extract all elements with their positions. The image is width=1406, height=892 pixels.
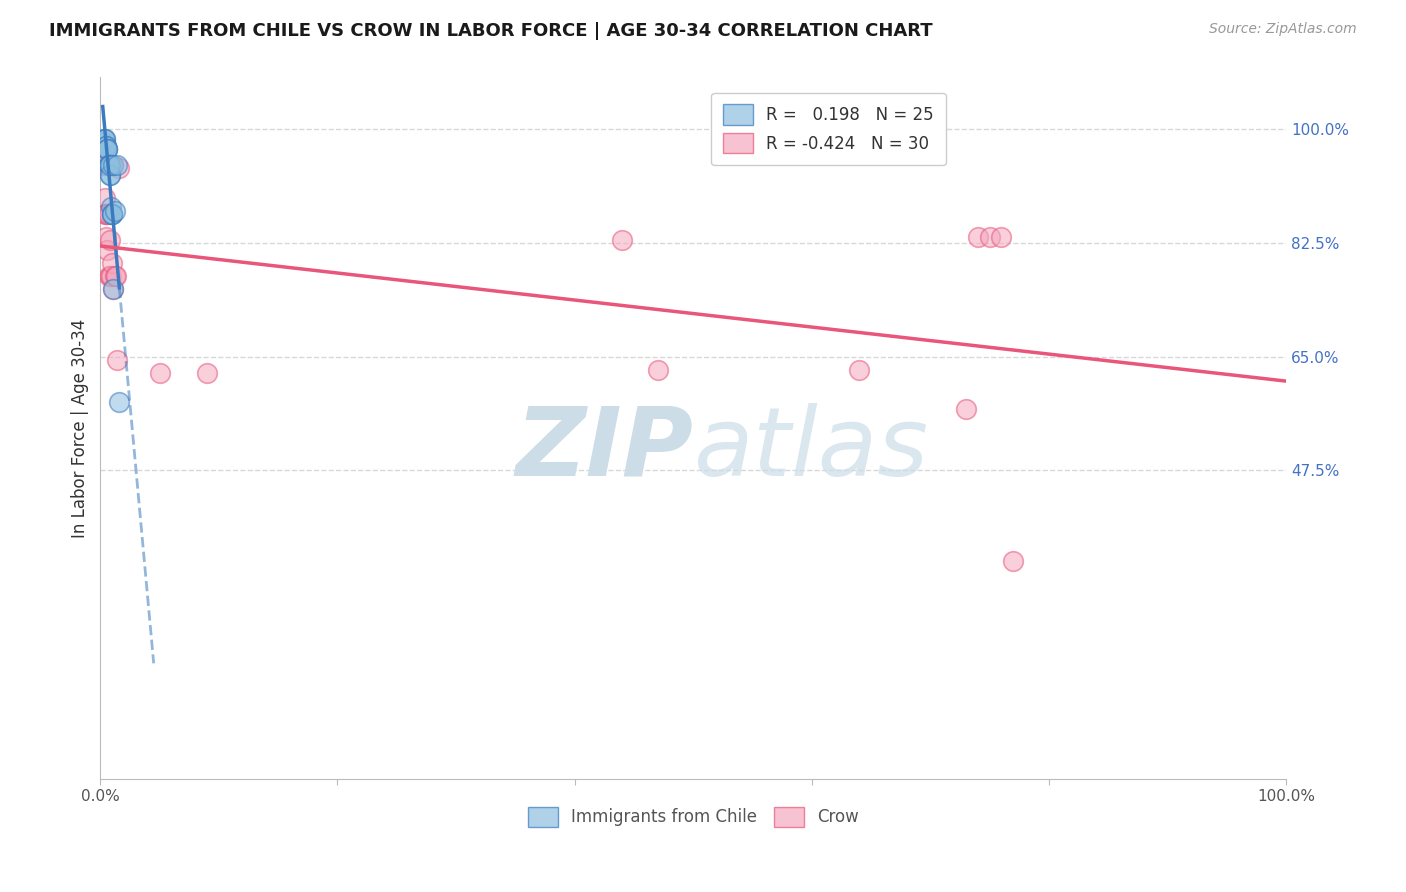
Point (103, 281, 125, 295)
Point (96, 142, 118, 156)
Point (96, 229, 118, 244)
Point (91, 158, 114, 172)
Point (91, 136, 114, 150)
Point (98, 268, 121, 283)
Text: ZIP: ZIP (515, 402, 693, 496)
Legend: Immigrants from Chile, Crow: Immigrants from Chile, Crow (522, 800, 865, 834)
Point (105, 158, 128, 172)
Point (100, 158, 122, 172)
Point (96, 138, 118, 153)
Point (93, 158, 115, 172)
Point (97, 158, 120, 172)
Point (103, 158, 125, 172)
Point (101, 255, 124, 269)
Point (101, 207, 124, 221)
Point (97, 158, 120, 172)
Point (98, 168, 121, 182)
Point (98, 158, 121, 172)
Point (195, 366, 218, 380)
Point (979, 229, 1001, 244)
Point (94, 132, 117, 146)
Point (98, 233, 121, 247)
Point (103, 268, 125, 283)
Text: Source: ZipAtlas.com: Source: ZipAtlas.com (1209, 22, 1357, 37)
Text: IMMIGRANTS FROM CHILE VS CROW IN LABOR FORCE | AGE 30-34 CORRELATION CHART: IMMIGRANTS FROM CHILE VS CROW IN LABOR F… (49, 22, 932, 40)
Point (990, 229, 1012, 244)
Point (955, 401, 977, 416)
Point (103, 281, 125, 295)
Point (848, 362, 870, 376)
Point (96, 207, 118, 221)
Text: atlas: atlas (693, 402, 928, 496)
Point (94, 207, 117, 221)
Point (103, 203, 125, 218)
Point (97, 158, 120, 172)
Point (108, 395, 131, 409)
Point (98, 168, 121, 182)
Y-axis label: In Labor Force | Age 30-34: In Labor Force | Age 30-34 (72, 318, 89, 538)
Point (101, 207, 124, 221)
Point (97, 158, 120, 172)
Point (105, 353, 128, 368)
Point (100, 268, 122, 283)
Point (97, 207, 120, 221)
Point (610, 233, 633, 247)
Point (96, 207, 118, 221)
Point (108, 161, 131, 176)
Point (96, 142, 118, 156)
Point (647, 362, 669, 376)
Point (96, 142, 118, 156)
Point (96, 138, 118, 153)
Point (94, 191, 117, 205)
Point (966, 229, 988, 244)
Point (100, 200, 122, 214)
Point (101, 207, 124, 221)
Point (94, 132, 117, 146)
Point (93, 132, 115, 146)
Point (1002, 554, 1025, 568)
Point (104, 268, 127, 283)
Point (149, 366, 172, 380)
Point (97, 268, 120, 283)
Point (96, 243, 118, 257)
